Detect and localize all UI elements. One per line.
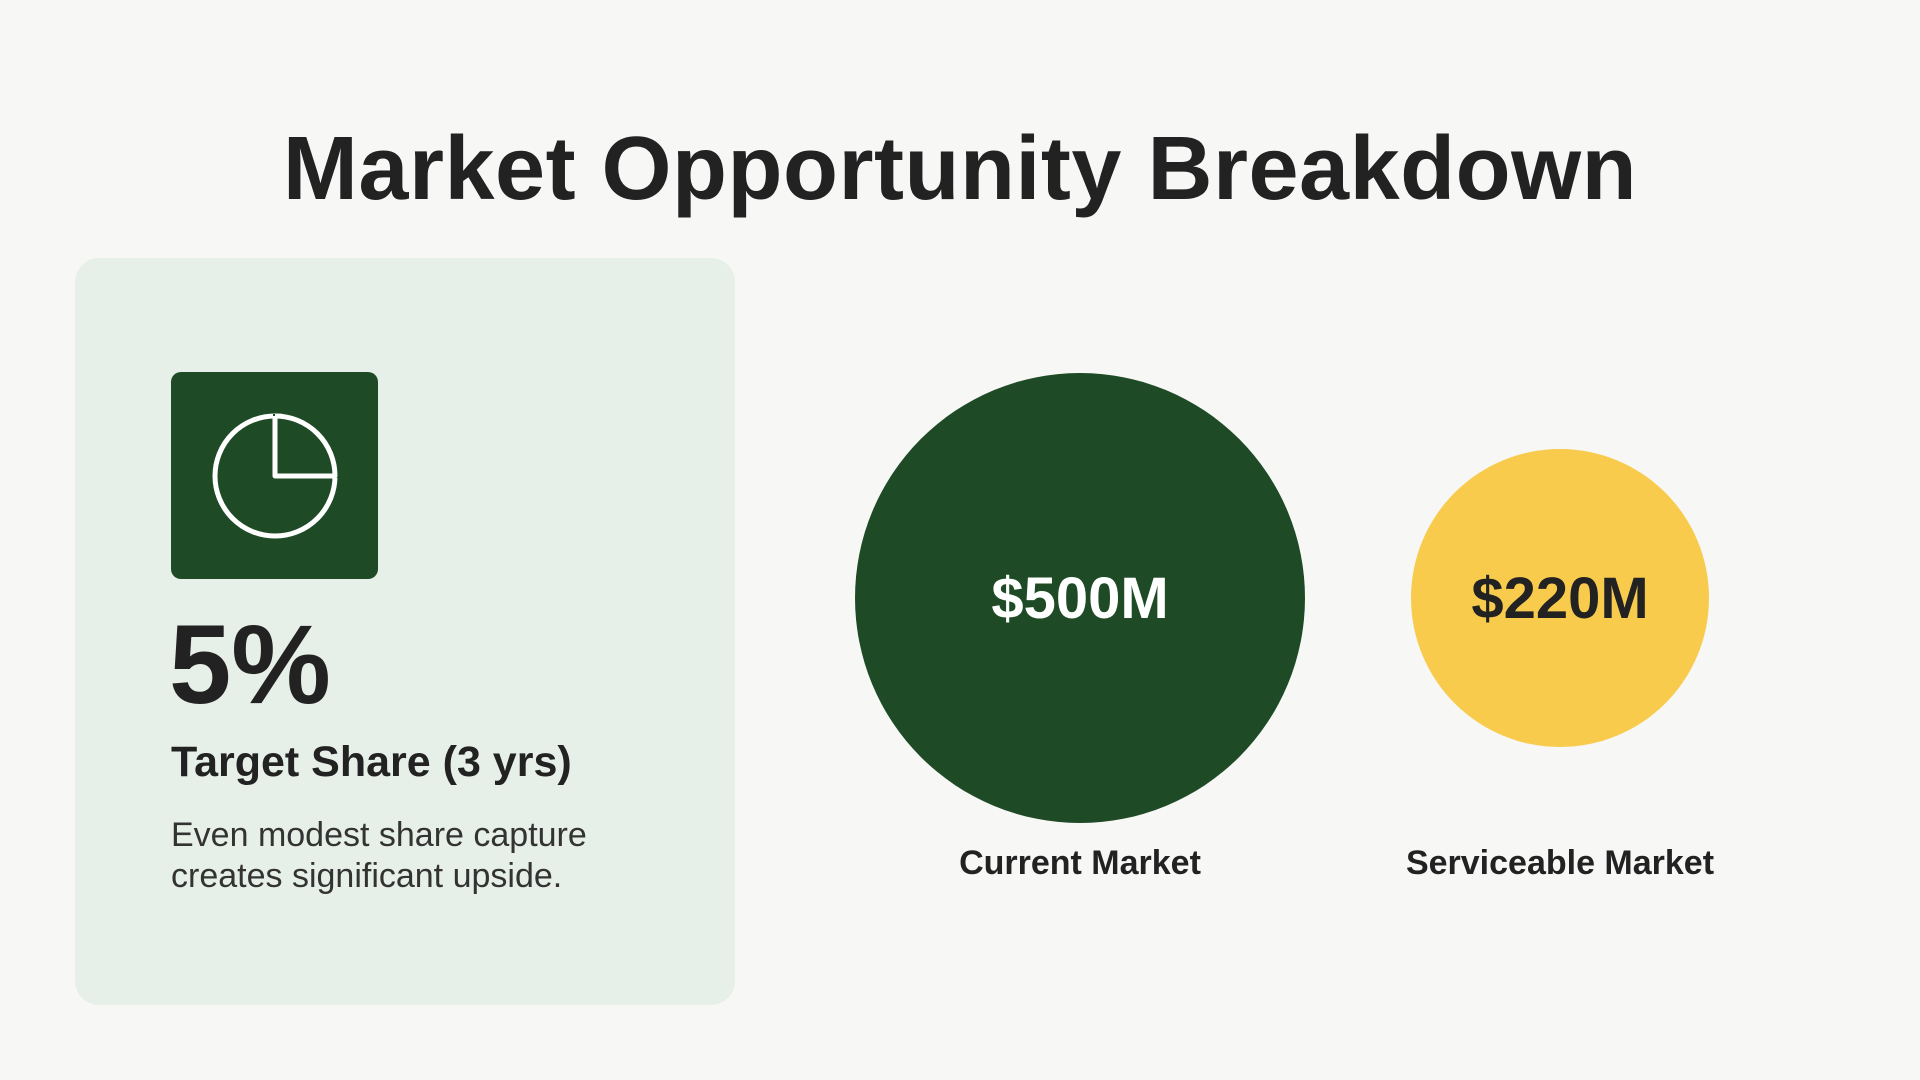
- target-share-label: Target Share (3 yrs): [171, 738, 572, 786]
- pie-chart-icon: [212, 413, 340, 538]
- target-share-card: 5% Target Share (3 yrs) Even modest shar…: [75, 258, 735, 1005]
- current-market-label: Current Market: [959, 844, 1201, 882]
- target-share-description: Even modest share capture creates signif…: [171, 816, 587, 895]
- target-share-value: 5%: [169, 602, 331, 727]
- serviceable-market-label: Serviceable Market: [1405, 844, 1715, 882]
- serviceable-market-circle: $220M: [1411, 449, 1709, 747]
- page-title: Market Opportunity Breakdown: [282, 119, 1638, 220]
- current-market-circle: $500M: [855, 373, 1305, 823]
- share-icon-container: [171, 372, 378, 579]
